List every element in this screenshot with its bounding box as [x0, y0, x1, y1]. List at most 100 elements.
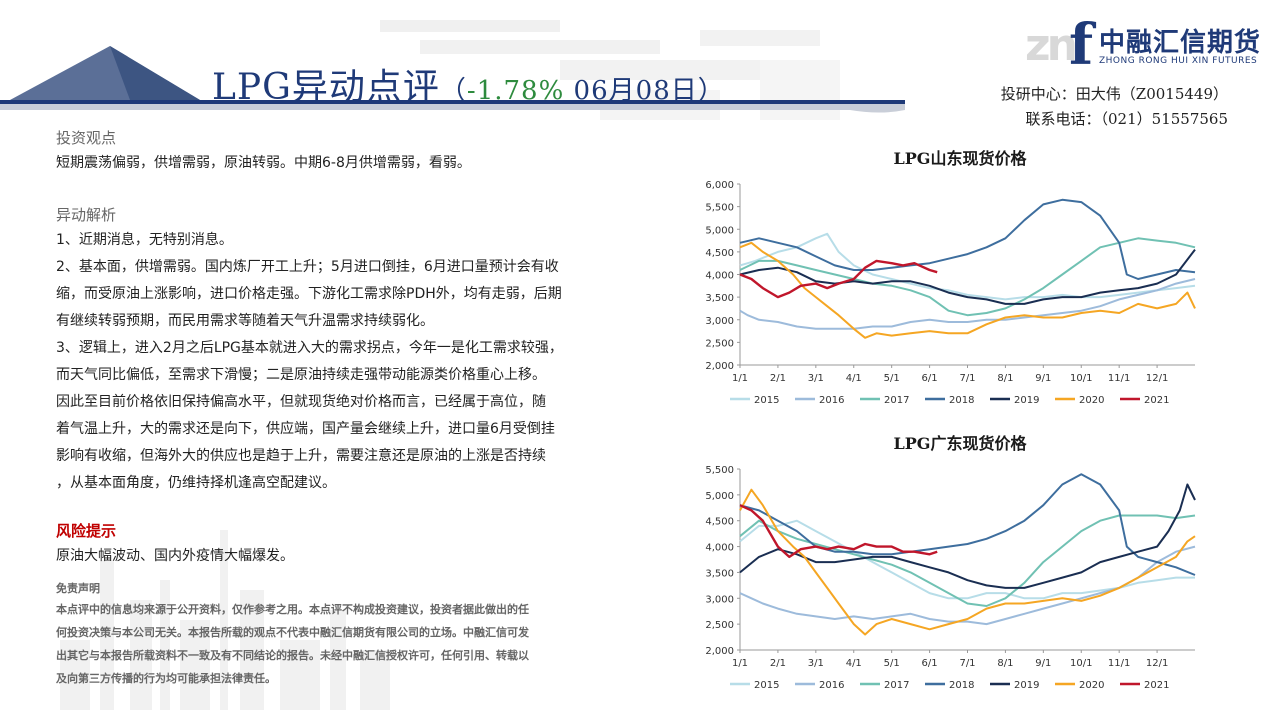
legend-label: 2019: [1014, 680, 1039, 691]
legend-label: 2018: [949, 395, 974, 406]
series-line-2021: [739, 259, 938, 299]
x-tick-label: 3/1: [808, 658, 824, 669]
legend-label: 2015: [754, 395, 779, 406]
analysis-line: 有继续转弱预期，而民用需求等随着天气升温需求持续弱化。: [56, 313, 434, 329]
y-tick-label: 4,500: [705, 517, 734, 528]
legend-label: 2020: [1079, 680, 1104, 691]
y-tick-label: 4,000: [705, 271, 734, 282]
x-tick-label: 1/1: [732, 658, 748, 669]
x-tick-label: 9/1: [1035, 373, 1051, 384]
logo-name-cn: 中融汇信期货: [1099, 28, 1262, 58]
disclaimer-line: 出其它与本报告所载资料不一致及有不同结论的报告。未经中融汇信授权许可，任何引用、…: [56, 649, 529, 662]
x-tick-label: 6/1: [922, 658, 938, 669]
legend-label: 2019: [1014, 395, 1039, 406]
y-tick-label: 3,500: [705, 568, 734, 579]
series-line-2020: [739, 488, 1196, 636]
x-tick-label: 2/1: [770, 373, 786, 384]
legend-label: 2020: [1079, 395, 1104, 406]
title-main: LPG异动点评: [212, 67, 440, 108]
series-line-2021: [739, 504, 938, 559]
y-tick-label: 3,500: [705, 293, 734, 304]
logo-watermark: zn: [1025, 20, 1078, 71]
view-text: 短期震荡偏弱，供增需弱，原油转弱。中期6-8月供增需弱，看弱。: [56, 155, 471, 171]
contact-info: 投研中心：田大伟（Z0015449） 联系电话：（021）51557565: [1001, 82, 1228, 132]
analysis-line: 3、逻辑上，进入2月之后LPG基本就进入大的需求拐点，今年一是化工需求较强，: [56, 340, 563, 356]
y-tick-label: 2,000: [705, 646, 734, 657]
view-heading: 投资观点: [56, 129, 117, 147]
page-title: LPG异动点评（-1.78% 06月08日）: [212, 58, 725, 110]
legend-label: 2017: [884, 680, 909, 691]
disclaimer-line: 何投资决策与本公司无关。本报告所载的观点不代表中融汇信期货有限公司的立场。中融汇…: [56, 626, 529, 639]
chart-title: LPG山东现货价格: [894, 149, 1028, 168]
x-tick-label: 7/1: [959, 373, 975, 384]
disclaimer-line: 及向第三方传播的行为均可能承担法律责任。: [56, 672, 276, 685]
series-line-2017: [739, 514, 1196, 607]
series-line-2015: [739, 232, 1196, 301]
legend-label: 2016: [819, 680, 844, 691]
x-tick-label: 11/1: [1108, 658, 1130, 669]
analysis-line: 影响有收缩，但海外大的供应也是趋于上升，需要注意还是原油的上涨是否持续: [56, 448, 546, 464]
x-tick-label: 1/1: [732, 373, 748, 384]
contact-researcher: 投研中心：田大伟（Z0015449）: [1000, 85, 1228, 103]
series-line-2018: [739, 198, 1196, 280]
logo-letter: f: [1069, 12, 1094, 78]
y-tick-label: 2,000: [705, 361, 734, 372]
analysis-line: 缩，而受原油上涨影响，进口价格走强。下游化工需求除PDH外，均有走弱，后期: [56, 286, 562, 302]
x-tick-label: 10/1: [1070, 658, 1092, 669]
x-tick-label: 5/1: [884, 373, 900, 384]
series-line-2016: [739, 278, 1196, 330]
legend-label: 2017: [884, 395, 909, 406]
y-tick-label: 2,500: [705, 620, 734, 631]
series-line-2019: [739, 248, 1196, 305]
x-tick-label: 4/1: [846, 658, 862, 669]
legend-label: 2021: [1144, 680, 1169, 691]
x-tick-label: 3/1: [808, 373, 824, 384]
chart-title: LPG广东现货价格: [894, 434, 1028, 453]
y-tick-label: 5,500: [705, 203, 734, 214]
logo-name-en: ZHONG RONG HUI XIN FUTURES: [1099, 56, 1258, 66]
y-tick-label: 6,000: [705, 180, 734, 191]
header-triangle-shade: [110, 46, 200, 100]
title-open: （: [439, 76, 467, 106]
y-tick-label: 5,000: [705, 491, 734, 502]
y-tick-label: 4,000: [705, 543, 734, 554]
analysis-line: 而天气同比偏低，至需求下滑慢；二是原油持续走强带动能源类价格重心上移。: [56, 367, 546, 383]
risk-heading: 风险提示: [56, 522, 117, 540]
disclaimer-heading: 免责声明: [56, 582, 100, 595]
risk-text: 原油大幅波动、国内外疫情大幅爆发。: [56, 548, 294, 564]
analysis-line: ，从基本面角度，仍维持择机逢高空配建议。: [56, 475, 336, 491]
analysis-line: 2、基本面，供增需弱。国内炼厂开工上升；5月进口倒挂，6月进口量预计会有收: [56, 259, 559, 275]
contact-phone: 联系电话：（021）51557565: [1025, 110, 1228, 128]
x-tick-label: 8/1: [997, 373, 1013, 384]
legend-label: 2018: [949, 680, 974, 691]
y-tick-label: 2,500: [705, 338, 734, 349]
chart-shandong-price: LPG山东现货价格 2,000 2,500 3,000 3,500 4,000 4,500 5…: [705, 149, 1196, 406]
title-date: 06月08日）: [564, 76, 725, 106]
disclaimer-line: 本点评中的信息均来源于公开资料，仅作参考之用。本点评不构成投资建议，投资者据此做…: [56, 603, 529, 616]
y-tick-label: 5,500: [705, 465, 734, 476]
x-tick-label: 12/1: [1146, 658, 1168, 669]
analysis-line: 1、近期消息，无特别消息。: [56, 232, 233, 248]
legend-label: 2021: [1144, 395, 1169, 406]
chart-guangdong-price: LPG广东现货价格 2,000 2,500 3,000 3,500 4,000 4,500 5…: [705, 434, 1196, 691]
x-tick-label: 6/1: [922, 373, 938, 384]
analysis-line: 着气温上升，大的需求还是向下，供应端，国产量会继续上升，进口量6月受倒挂: [56, 421, 555, 437]
analysis-line: 因此至目前价格依旧保持偏高水平，但就现货绝对价格而言，已经属于高位，随: [56, 394, 546, 410]
y-tick-label: 4,500: [705, 248, 734, 259]
legend-label: 2015: [754, 680, 779, 691]
x-tick-label: 7/1: [959, 658, 975, 669]
series-line-2019: [739, 483, 1196, 589]
x-tick-label: 8/1: [997, 658, 1013, 669]
company-logo: zn f 中融汇信期货 ZHONG RONG HUI XIN FUTURES: [1025, 12, 1275, 78]
x-tick-label: 12/1: [1146, 373, 1168, 384]
x-tick-label: 9/1: [1035, 658, 1051, 669]
x-tick-label: 2/1: [770, 658, 786, 669]
y-tick-label: 5,000: [705, 225, 734, 236]
x-tick-label: 4/1: [846, 373, 862, 384]
x-tick-label: 11/1: [1108, 373, 1130, 384]
header-rule: [0, 100, 905, 104]
x-tick-label: 10/1: [1070, 373, 1092, 384]
title-change-pct: -1.78%: [466, 76, 565, 106]
analysis-heading: 异动解析: [56, 206, 117, 224]
legend-label: 2016: [819, 395, 844, 406]
